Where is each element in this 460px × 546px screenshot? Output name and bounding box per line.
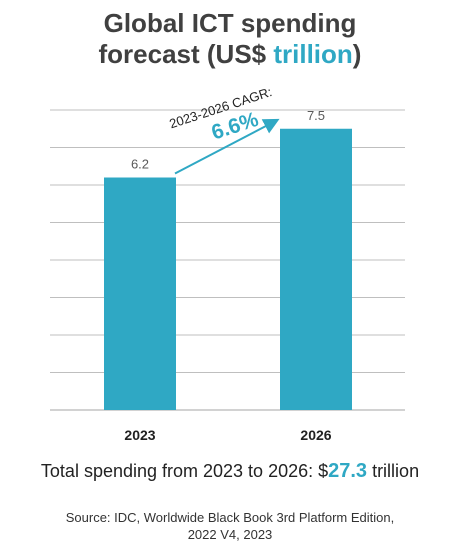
x-label-2023: 2023: [124, 427, 155, 443]
value-label-2023: 6.2: [131, 157, 149, 172]
value-labels: 6.2 7.5: [131, 108, 325, 172]
cagr-arrow: [174, 118, 280, 175]
x-label-2026: 2026: [300, 427, 331, 443]
source-note: Source: IDC, Worldwide Black Book 3rd Pl…: [0, 509, 460, 543]
title-line-1: Global ICT spending: [103, 8, 357, 38]
bar-2026: [280, 128, 352, 410]
bar-2023: [104, 177, 176, 410]
bars: [104, 128, 352, 410]
total-prefix: Total spending from 2023 to 2026: $: [40, 461, 329, 481]
title-line-2: forecast (US$ trillion): [0, 39, 460, 70]
bar-chart: 6.2 7.5 2023 2026 2023-2026 CAGR: 6.6%: [50, 84, 405, 443]
x-axis-labels: 2023 2026: [124, 427, 331, 443]
source-line-1: Source: IDC, Worldwide Black Book 3rd Pl…: [65, 510, 395, 525]
title-line-2-suffix: ): [352, 39, 362, 69]
total-suffix: trillion: [367, 461, 420, 481]
chart-title: Global ICT spending forecast (US$ trilli…: [0, 8, 460, 70]
title-line-2-accent: trillion: [273, 39, 353, 69]
cagr-annotation: 2023-2026 CAGR: 6.6%: [167, 84, 273, 144]
total-value: 27.3: [328, 460, 368, 482]
title-line-2-prefix: forecast (US$: [98, 39, 274, 69]
source-line-2: 2022 V4, 2023: [187, 527, 273, 542]
value-label-2026: 7.5: [307, 108, 325, 123]
total-spending: Total spending from 2023 to 2026: $27.3 …: [0, 460, 460, 483]
